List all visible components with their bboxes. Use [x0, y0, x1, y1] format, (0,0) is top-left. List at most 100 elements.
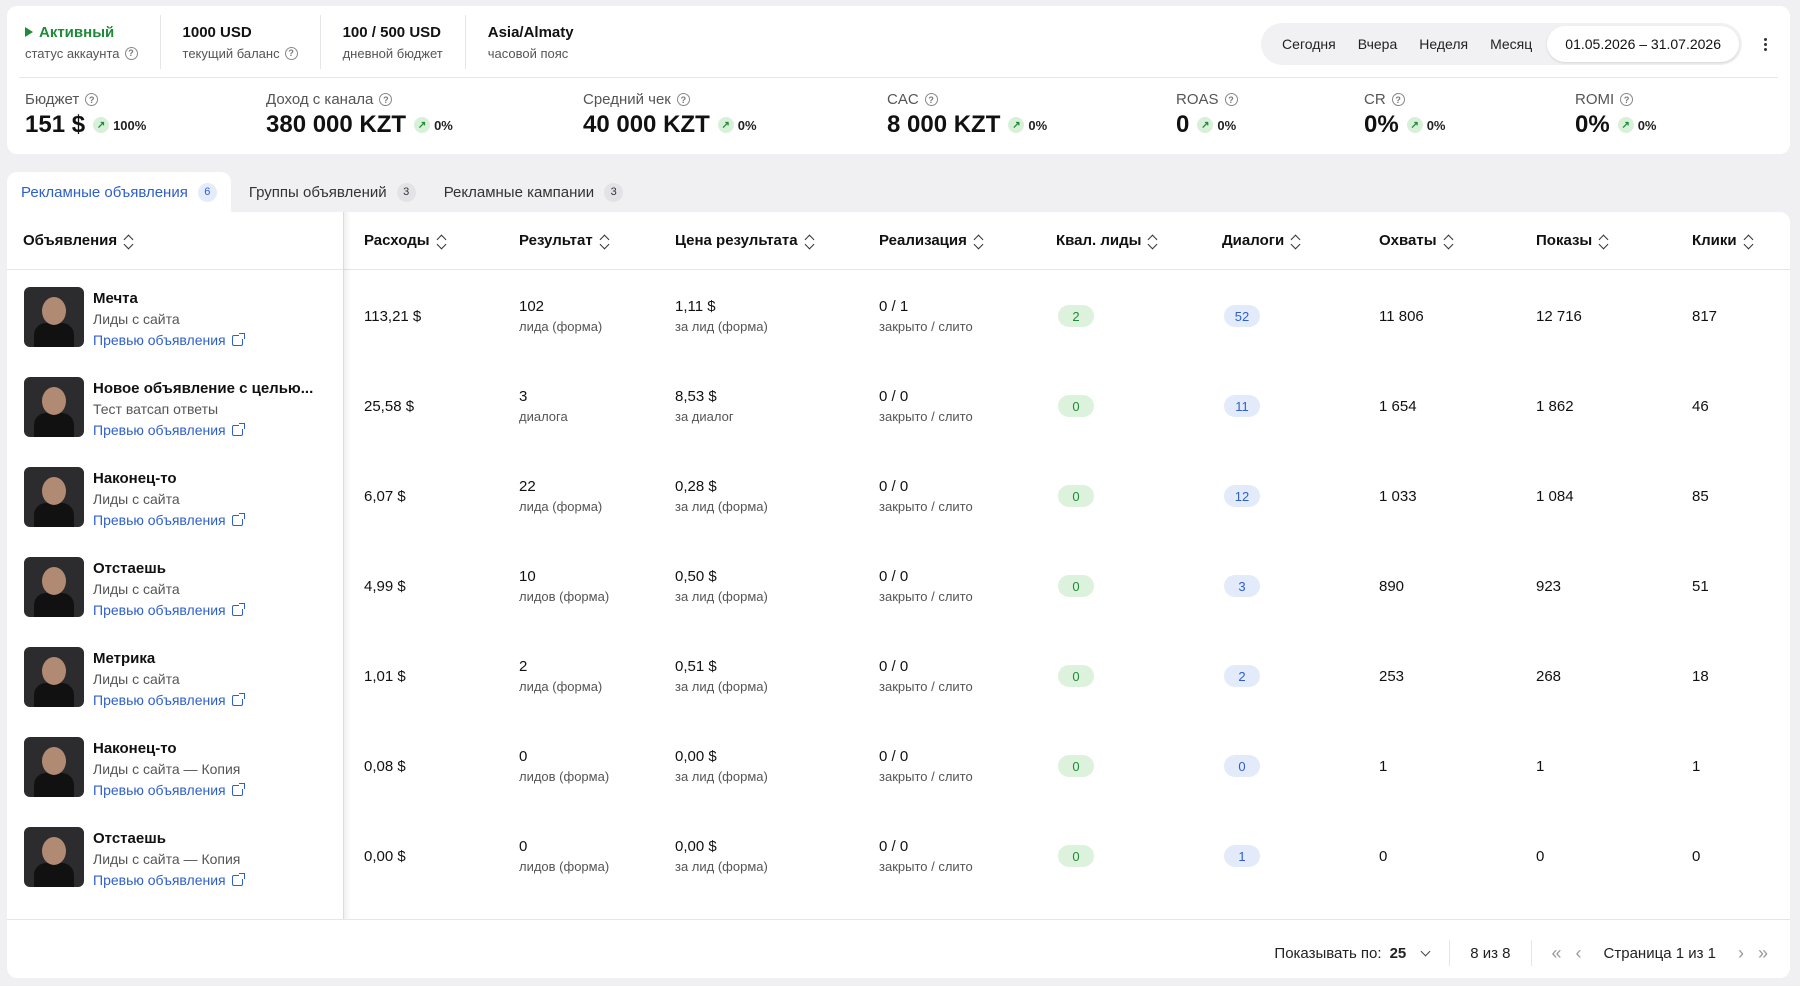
- tab-ad-groups[interactable]: Группы объявлений 3: [235, 172, 430, 212]
- dialogs-badge: 52: [1224, 305, 1260, 327]
- ad-thumbnail[interactable]: [24, 827, 84, 887]
- reach-cell: 0: [1379, 848, 1388, 865]
- impressions-cell: 1: [1536, 758, 1545, 775]
- first-page-icon[interactable]: «: [1551, 942, 1562, 963]
- date-range-picker[interactable]: 01.05.2026 – 31.07.2026: [1547, 26, 1739, 62]
- table-row[interactable]: Наконец-то Лиды с сайта Превью объявления 6…: [7, 451, 1790, 541]
- help-icon[interactable]: ?: [676, 93, 690, 106]
- spend-cell: 1,01 $: [364, 668, 406, 685]
- price-cell-unit: за лид (форма): [675, 769, 768, 784]
- sort-icon[interactable]: [1743, 233, 1754, 250]
- period-selector: Сегодня Вчера Неделя Месяц 01.05.2026 – …: [1261, 23, 1742, 65]
- ad-preview-link[interactable]: Превью объявления: [93, 332, 245, 348]
- ad-name: Отстаешь: [93, 830, 166, 847]
- sort-icon[interactable]: [1148, 233, 1158, 250]
- ad-preview-link[interactable]: Превью объявления: [93, 512, 245, 528]
- metric-label: CR: [1364, 91, 1386, 108]
- column-reach-header[interactable]: Охваты: [1379, 232, 1453, 250]
- metric-roas: ROAS? 0 ↗ 0%: [1176, 91, 1238, 139]
- table-row[interactable]: Метрика Лиды с сайта Превью объявления 1,01…: [7, 631, 1790, 721]
- sort-icon[interactable]: [599, 233, 610, 250]
- price-cell-unit: за лид (форма): [675, 859, 768, 874]
- preview-label: Превью объявления: [93, 332, 226, 348]
- dialogs-badge: 11: [1224, 395, 1260, 417]
- help-icon[interactable]: ?: [1391, 93, 1405, 106]
- column-spend-header[interactable]: Расходы: [364, 232, 447, 250]
- table-header: Объявления Расходы Результат Цена результат…: [7, 212, 1790, 270]
- more-options-icon[interactable]: [1752, 36, 1778, 52]
- column-price-header[interactable]: Цена результата: [675, 232, 815, 250]
- column-impressions-header[interactable]: Показы: [1536, 232, 1609, 250]
- impressions-cell: 12 716: [1536, 308, 1582, 325]
- ad-preview-link[interactable]: Превью объявления: [93, 782, 245, 798]
- preview-label: Превью объявления: [93, 512, 226, 528]
- next-page-icon[interactable]: ›: [1737, 942, 1744, 963]
- preview-label: Превью объявления: [93, 422, 226, 438]
- qualified-leads-badge: 0: [1058, 395, 1094, 417]
- sort-icon[interactable]: [436, 233, 447, 250]
- table-row[interactable]: Отстаешь Лиды с сайта — Копия Превью объяв…: [7, 811, 1790, 901]
- daily-budget-label: дневной бюджет: [342, 45, 443, 61]
- period-month-button[interactable]: Месяц: [1490, 36, 1533, 52]
- column-result-header[interactable]: Результат: [519, 232, 610, 250]
- ad-thumbnail[interactable]: [24, 647, 84, 707]
- ad-subtitle: Лиды с сайта — Копия: [93, 851, 241, 867]
- table-row[interactable]: Мечта Лиды с сайта Превью объявления 113,21…: [7, 271, 1790, 361]
- column-dialogs-header[interactable]: Диалоги: [1222, 232, 1301, 250]
- help-icon[interactable]: ?: [1620, 93, 1634, 106]
- help-icon[interactable]: ?: [924, 93, 938, 106]
- realization-cell-value: 0 / 0: [879, 748, 909, 765]
- external-link-icon: [231, 512, 245, 526]
- column-clicks-header[interactable]: Клики: [1692, 232, 1754, 250]
- realization-cell-unit: закрыто / слито: [879, 409, 973, 424]
- reach-cell: 1 033: [1379, 488, 1417, 505]
- help-icon[interactable]: ?: [1224, 93, 1238, 106]
- ad-preview-link[interactable]: Превью объявления: [93, 692, 245, 708]
- sort-icon[interactable]: [973, 233, 984, 250]
- metric-value: 8 000 KZT: [887, 111, 1001, 138]
- column-qualified-leads-header[interactable]: Квал. лиды: [1056, 232, 1158, 250]
- tab-campaigns[interactable]: Рекламные кампании 3: [430, 172, 637, 212]
- period-today-button[interactable]: Сегодня: [1282, 36, 1336, 52]
- result-cell-unit: лида (форма): [519, 499, 603, 514]
- ad-preview-link[interactable]: Превью объявления: [93, 872, 245, 888]
- help-icon[interactable]: ?: [124, 46, 138, 60]
- result-cell-value: 3: [519, 388, 528, 405]
- sort-icon[interactable]: [804, 233, 815, 250]
- per-page-value: 25: [1389, 944, 1407, 962]
- balance-label: текущий баланс: [182, 45, 280, 61]
- table-row[interactable]: Отстаешь Лиды с сайта Превью объявления 4,9…: [7, 541, 1790, 631]
- price-cell-value: 0,51 $: [675, 658, 717, 675]
- timezone-label: часовой пояс: [487, 45, 569, 61]
- table-row[interactable]: Новое объявление с целью... Тест ватсап о…: [7, 361, 1790, 451]
- pagination-bar: Показывать по: 25 8 из 8 « ‹ Страница 1 …: [7, 928, 1790, 978]
- sort-icon[interactable]: [1290, 233, 1301, 250]
- column-ads-header[interactable]: Объявления: [23, 232, 134, 250]
- ad-thumbnail[interactable]: [24, 467, 84, 527]
- metric-value: 0%: [1364, 111, 1399, 138]
- prev-page-icon[interactable]: ‹: [1575, 942, 1582, 963]
- column-label: Диалоги: [1222, 232, 1285, 249]
- period-week-button[interactable]: Неделя: [1419, 36, 1469, 52]
- ad-preview-link[interactable]: Превью объявления: [93, 422, 245, 438]
- column-realization-header[interactable]: Реализация: [879, 232, 984, 250]
- ad-subtitle: Лиды с сайта: [93, 581, 180, 597]
- divider: [1449, 940, 1451, 966]
- ad-thumbnail[interactable]: [24, 377, 84, 437]
- ad-thumbnail[interactable]: [24, 737, 84, 797]
- help-icon[interactable]: ?: [284, 46, 298, 60]
- metrics-row: Бюджет? 151 $ ↗ 100% Доход с канала? 380 0…: [19, 78, 1778, 154]
- help-icon[interactable]: ?: [85, 93, 99, 106]
- help-icon[interactable]: ?: [379, 93, 393, 106]
- ad-thumbnail[interactable]: [24, 287, 84, 347]
- period-yesterday-button[interactable]: Вчера: [1357, 36, 1398, 52]
- ad-thumbnail[interactable]: [24, 557, 84, 617]
- last-page-icon[interactable]: »: [1757, 942, 1768, 963]
- sort-icon[interactable]: [123, 233, 134, 250]
- table-row[interactable]: Наконец-то Лиды с сайта — Копия Превью объ…: [7, 721, 1790, 811]
- tab-ads[interactable]: Рекламные объявления 6: [7, 172, 231, 212]
- sort-icon[interactable]: [1598, 233, 1609, 250]
- sort-icon[interactable]: [1443, 233, 1453, 250]
- ad-preview-link[interactable]: Превью объявления: [93, 602, 245, 618]
- per-page-selector[interactable]: Показывать по: 25: [1274, 944, 1431, 962]
